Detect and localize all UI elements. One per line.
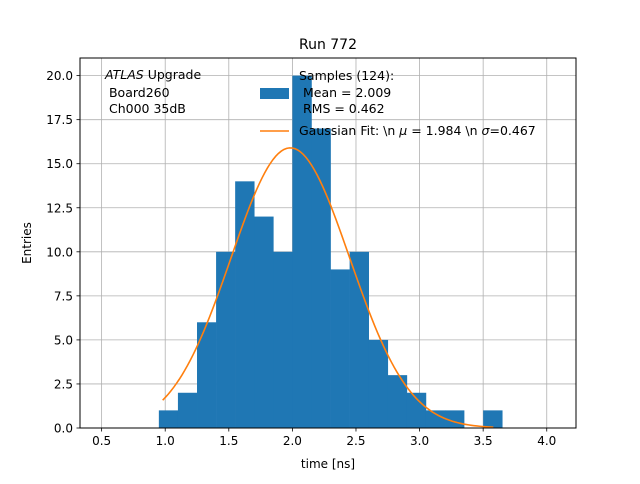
histogram-bar	[273, 251, 293, 428]
histogram-bar	[158, 410, 179, 428]
chart-title: Run 772	[299, 37, 357, 53]
x-tick-label: 1.5	[219, 434, 238, 448]
histogram-bar	[330, 269, 350, 428]
x-axis-ticks: 0.5 1.0 1.5 2.0 2.5 3.0 3.5 4.0	[92, 428, 556, 448]
histogram-bar	[387, 375, 408, 428]
x-tick-label: 2.0	[283, 434, 302, 448]
y-tick-label: 10.0	[46, 245, 73, 259]
legend-fit-sigma: σ	[482, 123, 491, 138]
legend-histogram-line-1: Samples (124):	[299, 68, 394, 83]
y-tick-label: 20.0	[46, 69, 73, 83]
legend-histogram-swatch	[260, 88, 289, 99]
histogram-bar	[406, 392, 427, 428]
atlas-annotation: ATLAS Upgrade Board260 Ch000 35dB	[104, 67, 201, 116]
x-tick-label: 4.0	[537, 434, 556, 448]
histogram-bar	[311, 128, 331, 428]
y-tick-label: 2.5	[54, 377, 73, 391]
legend-histogram-line-3: RMS = 0.462	[299, 101, 385, 116]
annotation-line-3: Ch000 35dB	[105, 101, 186, 116]
histogram-bar	[483, 410, 503, 428]
histogram-bar	[216, 251, 236, 428]
x-tick-label: 3.5	[474, 434, 493, 448]
legend-fit-text-1: Gaussian Fit: \n	[299, 123, 399, 138]
histogram-bar	[368, 339, 389, 428]
legend-histogram-line-2: Mean = 2.009	[299, 85, 391, 100]
x-tick-label: 0.5	[92, 434, 111, 448]
legend-fit-label: Gaussian Fit: \n μ = 1.984 \n σ=0.467	[299, 123, 536, 138]
legend: Samples (124): Mean = 2.009 RMS = 0.462 …	[260, 68, 536, 138]
y-tick-label: 17.5	[46, 113, 73, 127]
histogram-bar	[292, 75, 312, 428]
gaussian-fit-curve	[162, 147, 494, 428]
histogram-bar	[197, 322, 217, 428]
x-tick-label: 1.0	[156, 434, 175, 448]
axes-frame	[79, 57, 577, 429]
x-tick-label: 2.5	[346, 434, 365, 448]
x-axis-label: time [ns]	[301, 457, 355, 471]
annotation-atlas: ATLAS	[104, 67, 144, 82]
legend-fit-mu: μ	[398, 123, 407, 138]
y-axis-label: Entries	[20, 222, 34, 264]
histogram-bar	[349, 251, 369, 428]
y-tick-label: 0.0	[54, 422, 73, 436]
histogram-bar	[235, 181, 255, 428]
y-tick-label: 12.5	[46, 201, 73, 215]
histogram-bars	[158, 75, 503, 428]
x-tick-label: 3.0	[410, 434, 429, 448]
fit-curve-group	[162, 147, 494, 428]
histogram-bar	[177, 392, 198, 428]
y-axis-ticks: 0.0 2.5 5.0 7.5 10.0 12.5 15.0 17.5 20.0	[46, 69, 80, 436]
y-tick-label: 15.0	[46, 157, 73, 171]
histogram-bar	[254, 216, 274, 428]
annotation-upgrade: Upgrade	[144, 67, 202, 82]
annotation-line-1: ATLAS Upgrade	[104, 67, 201, 82]
histogram-bar	[425, 410, 446, 428]
y-tick-label: 7.5	[54, 289, 73, 303]
y-tick-label: 5.0	[54, 333, 73, 347]
legend-fit-text-2: = 1.984 \n	[407, 123, 481, 138]
annotation-line-2: Board260	[105, 85, 170, 100]
legend-fit-text-3: =0.467	[489, 123, 535, 138]
